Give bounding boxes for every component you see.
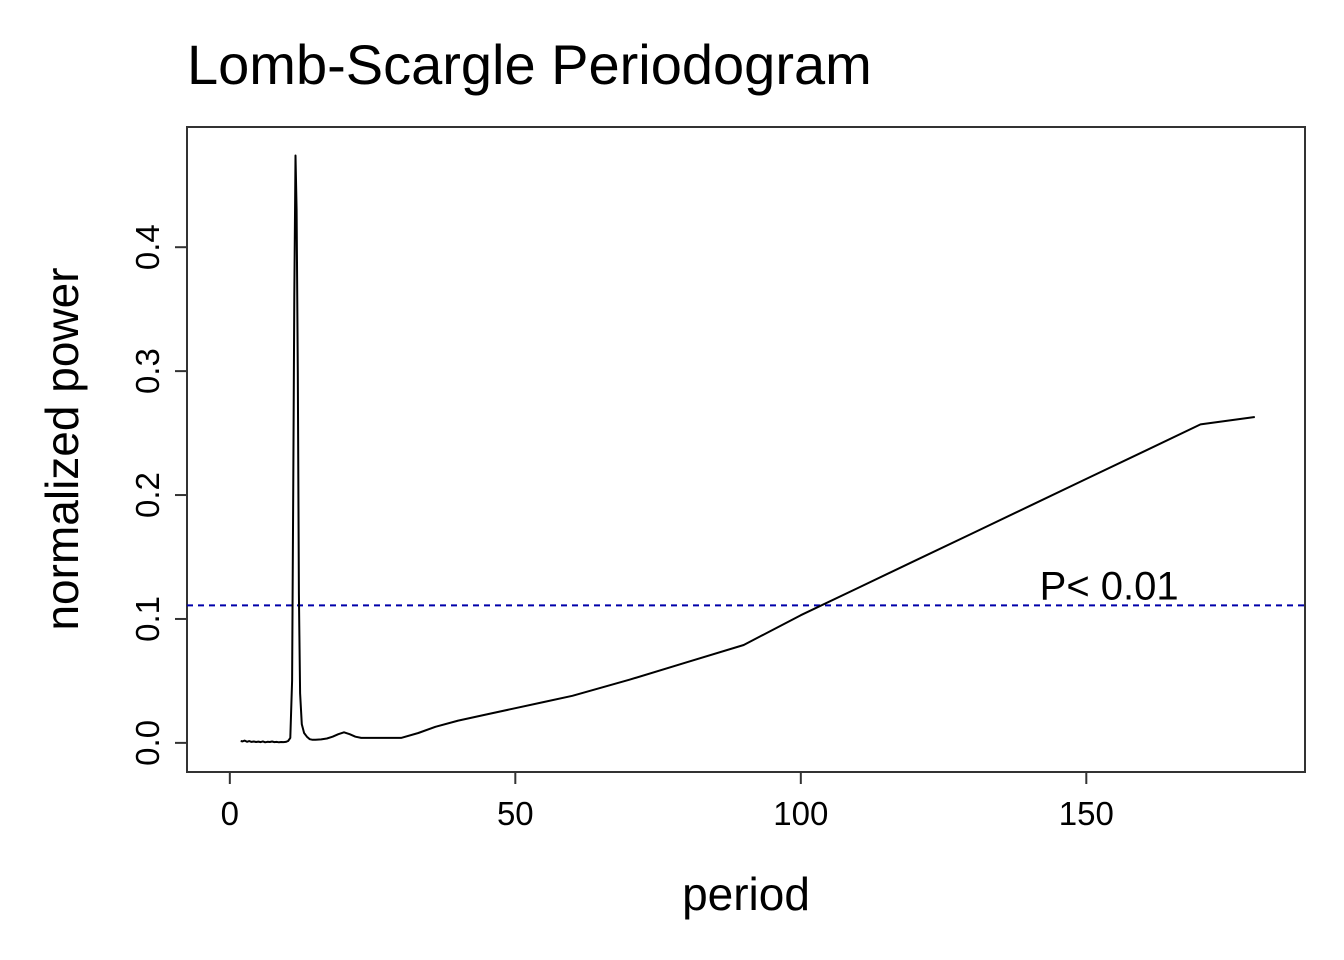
y-tick-label: 0.1 bbox=[129, 596, 166, 642]
x-tick-label: 150 bbox=[1059, 795, 1114, 832]
y-axis: 0.0 0.1 0.2 0.3 0.4 bbox=[129, 224, 187, 766]
x-axis: 0 50 100 150 bbox=[221, 772, 1114, 832]
plot-marks: P< 0.01 bbox=[187, 154, 1305, 744]
x-tick-label: 100 bbox=[773, 795, 828, 832]
y-tick-label: 0.3 bbox=[129, 348, 166, 394]
plot-frame bbox=[186, 126, 1306, 773]
x-axis-label: period bbox=[682, 868, 810, 920]
threshold-label: P< 0.01 bbox=[1040, 564, 1179, 608]
series-line bbox=[240, 154, 1255, 744]
y-tick-label: 0.4 bbox=[129, 224, 166, 270]
y-tick-label: 0.0 bbox=[129, 720, 166, 766]
y-tick-label: 0.2 bbox=[129, 472, 166, 518]
x-tick-label: 0 bbox=[221, 795, 239, 832]
x-tick-label: 50 bbox=[497, 795, 534, 832]
chart-title: Lomb-Scargle Periodogram bbox=[187, 33, 872, 96]
y-axis-label: normalized power bbox=[36, 267, 88, 630]
